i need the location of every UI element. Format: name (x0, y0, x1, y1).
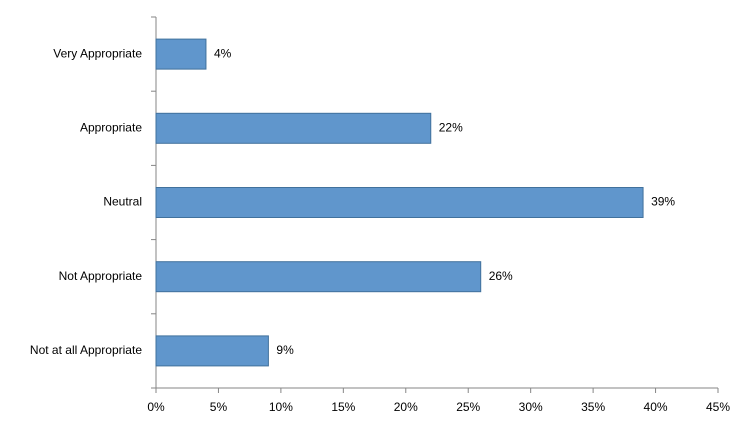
value-label: 4% (214, 46, 232, 60)
x-tick-label: 30% (519, 400, 543, 414)
bar (155, 261, 482, 293)
x-tick-label: 0% (147, 400, 165, 414)
value-label: 9% (276, 343, 294, 357)
bar (155, 335, 269, 367)
y-tick-label: Appropriate (80, 120, 142, 134)
bar (155, 38, 207, 70)
y-tick-label: Neutral (103, 195, 142, 209)
value-label: 26% (489, 269, 513, 283)
x-tick-label: 45% (706, 400, 730, 414)
x-tick-label: 5% (210, 400, 228, 414)
y-tick-label: Very Appropriate (53, 46, 142, 60)
y-tick-label: Not Appropriate (59, 269, 143, 283)
y-tick-label: Not at all Appropriate (30, 343, 142, 357)
x-tick-label: 20% (394, 400, 418, 414)
value-label: 39% (651, 195, 675, 209)
x-tick-label: 35% (581, 400, 605, 414)
x-tick-label: 40% (644, 400, 668, 414)
value-label: 22% (439, 120, 463, 134)
x-tick-label: 15% (331, 400, 355, 414)
bar (155, 112, 432, 144)
x-tick-label: 25% (456, 400, 480, 414)
bar (155, 187, 644, 218)
x-tick-label: 10% (269, 400, 293, 414)
